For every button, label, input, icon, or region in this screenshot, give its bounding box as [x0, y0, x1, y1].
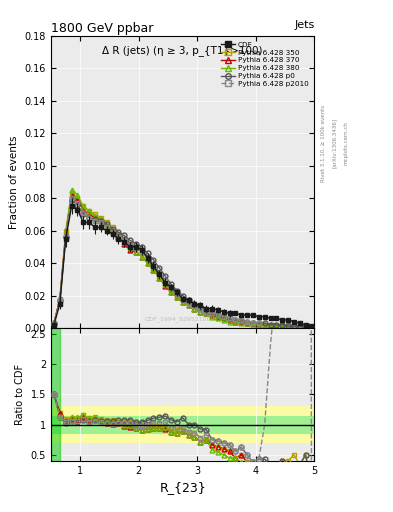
X-axis label: R_{23}: R_{23}: [160, 481, 206, 494]
Y-axis label: Ratio to CDF: Ratio to CDF: [15, 364, 25, 425]
Bar: [51, 328, 60, 461]
Text: Jets: Jets: [294, 20, 314, 30]
Text: Rivet 3.1.10, ≥ 100k events: Rivet 3.1.10, ≥ 100k events: [320, 105, 325, 182]
Legend: CDF, Pythia 6.428 350, Pythia 6.428 370, Pythia 6.428 380, Pythia 6.428 p0, Pyth: CDF, Pythia 6.428 350, Pythia 6.428 370,…: [219, 39, 311, 89]
Text: Δ R (jets) (η ≥ 3, p_{T1}>100): Δ R (jets) (η ≥ 3, p_{T1}>100): [103, 45, 263, 55]
Text: mcplots.cern.ch: mcplots.cern.ch: [344, 121, 349, 165]
Text: CDF_1994_S2952106: CDF_1994_S2952106: [145, 316, 211, 322]
Y-axis label: Fraction of events: Fraction of events: [9, 135, 19, 229]
Text: 1800 GeV ppbar: 1800 GeV ppbar: [51, 22, 153, 35]
Text: [arXiv:1306.3436]: [arXiv:1306.3436]: [332, 118, 337, 168]
